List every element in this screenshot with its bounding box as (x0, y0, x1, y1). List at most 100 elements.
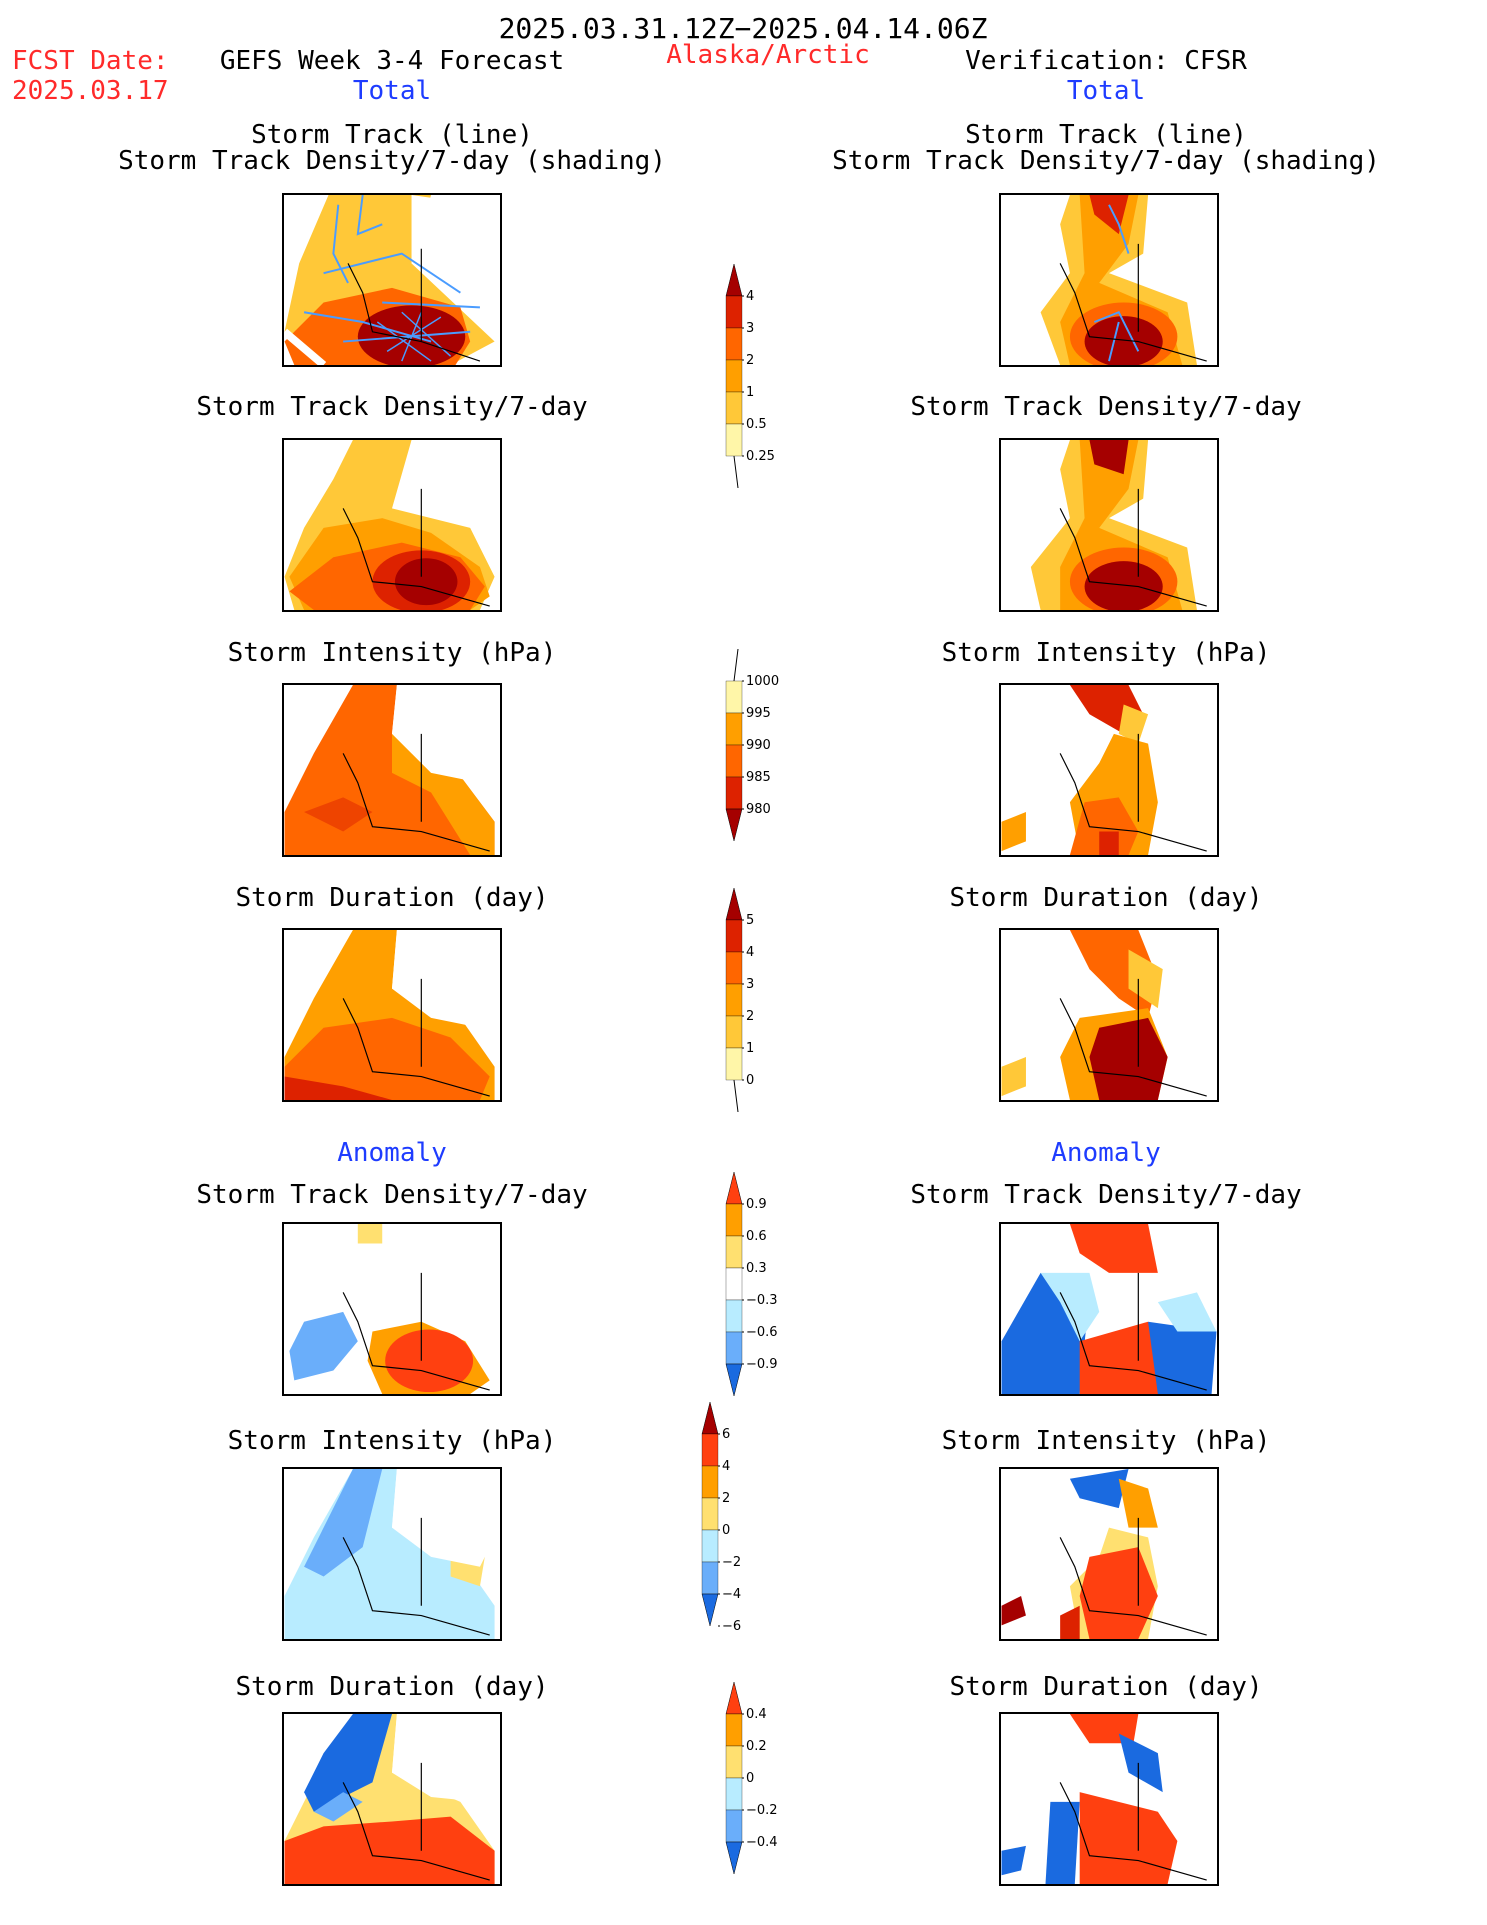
right-p2-title: Storm Track Density/7-day (910, 392, 1302, 422)
right-p1-title2: Storm Track Density/7-day (shading) (832, 146, 1380, 176)
anomaly-left-label: Anomaly (337, 1138, 447, 1168)
colorbar-tick-label: −0.6 (746, 1325, 778, 1340)
colorbar-tick-label: 4 (746, 289, 754, 304)
verification-title: Verification: CFSR (965, 46, 1247, 76)
colorbar-top-arrow (725, 1681, 743, 1715)
colorbar-duration: 5 4 3 2 1 0 (722, 886, 812, 1166)
map-right-duration-anom (999, 1712, 1219, 1886)
colorbar-intensity: 1000 995 990 985 980 (722, 643, 812, 883)
left-p7-title: Storm Duration (day) (235, 1672, 549, 1702)
fcst-date-value: 2025.03.17 (12, 76, 169, 106)
colorbar-tick-label: 980 (746, 802, 771, 817)
colorbar-top-arrow (725, 1171, 743, 1205)
colorbar-top-arrow (701, 1401, 719, 1435)
colorbar-swatch (725, 680, 743, 714)
colorbar-tick-label: 0.9 (746, 1197, 767, 1212)
left-p1-title2: Storm Track Density/7-day (shading) (118, 146, 666, 176)
model-title: GEFS Week 3-4 Forecast (219, 46, 565, 76)
colorbar-swatch (701, 1465, 719, 1499)
total-right-label: Total (1066, 76, 1146, 106)
colorbar-tick-label: −0.4 (746, 1835, 778, 1850)
right-p4-title: Storm Duration (day) (949, 883, 1263, 913)
colorbar-swatch (725, 983, 743, 1017)
colorbar-swatch (725, 295, 743, 329)
colorbar-tick-label: 0.6 (746, 1229, 767, 1244)
colorbar-tick-label: 1 (746, 385, 754, 400)
colorbar-bottom-arrow (725, 1363, 743, 1397)
colorbar-tick-label: −0.9 (746, 1357, 778, 1372)
colorbar-density: 4 3 2 1 0.5 0.25 (722, 262, 812, 542)
colorbar-tick-label: 985 (746, 770, 771, 785)
right-p3-title: Storm Intensity (hPa) (941, 638, 1271, 668)
map-right-density (999, 438, 1219, 612)
left-p1-title1: Storm Track (line) (251, 120, 533, 150)
map-left-track-svg (284, 195, 500, 365)
colorbar-swatch (725, 919, 743, 953)
colorbar-swatch (725, 327, 743, 361)
colorbar-swatch (701, 1433, 719, 1467)
colorbar-tick-label: 3 (746, 321, 754, 336)
colorbar-density-svg: 4 3 2 1 0.5 0.25 (725, 263, 775, 489)
colorbar-tick-label: 0 (746, 1073, 754, 1088)
colorbar-tick-label: 0 (722, 1523, 730, 1538)
colorbar-tick-label: −6 (722, 1619, 741, 1634)
right-p1-title1: Storm Track (line) (965, 120, 1247, 150)
colorbar-tick-label: 2 (746, 1009, 754, 1024)
colorbar-tick-label: −0.2 (746, 1803, 778, 1818)
colorbar-swatch (725, 951, 743, 985)
colorbar-bottom-arrow (725, 1841, 743, 1875)
colorbar-top-arrow (725, 263, 743, 297)
map-right-intensity-anom (999, 1467, 1219, 1641)
colorbar-bottom-arrow (725, 808, 743, 842)
colorbar-swatch (725, 1809, 743, 1843)
left-p5-title: Storm Track Density/7-day (196, 1180, 588, 1210)
colorbar-tick-label: 0.3 (746, 1261, 767, 1276)
left-p4-title: Storm Duration (day) (235, 883, 549, 913)
colorbar-top-tail (733, 648, 739, 682)
map-left-duration-anom (282, 1712, 502, 1886)
right-p6-title: Storm Intensity (hPa) (941, 1426, 1271, 1456)
colorbar-intensity-anom: 6 4 2 0 −2 −4 −6 (698, 1400, 788, 1710)
colorbar-swatch (725, 359, 743, 393)
colorbar-swatch (701, 1529, 719, 1563)
left-p3-title: Storm Intensity (hPa) (227, 638, 557, 668)
colorbar-swatch (725, 1203, 743, 1237)
colorbar-tick-label: 3 (746, 977, 754, 992)
colorbar-tick-label: 5 (746, 913, 754, 928)
colorbar-tick-label: 2 (746, 353, 754, 368)
colorbar-tick-label: 990 (746, 738, 771, 753)
right-p7-title: Storm Duration (day) (949, 1672, 1263, 1702)
colorbar-tick-label: 0 (746, 1771, 754, 1786)
map-right-density-anom (999, 1222, 1219, 1396)
colorbar-tick-label: 0.2 (746, 1739, 767, 1754)
colorbar-swatch (701, 1561, 719, 1595)
left-p2-title: Storm Track Density/7-day (196, 392, 588, 422)
map-left-intensity-anom (282, 1467, 502, 1641)
map-left-density-anom (282, 1222, 502, 1396)
colorbar-density-anom: 0.9 0.6 0.3 −0.3 −0.6 −0.9 (722, 1170, 812, 1450)
colorbar-swatch (725, 423, 743, 457)
colorbar-duration-anom: 0.4 0.2 0 −0.2 −0.4 (722, 1680, 812, 1920)
period-title: 2025.03.31.12Z−2025.04.14.06Z (498, 12, 988, 45)
colorbar-tick-label: 0.25 (746, 449, 775, 464)
colorbar-bottom-tail (733, 1079, 739, 1113)
colorbar-tick-label: −4 (722, 1587, 741, 1602)
colorbar-swatch (725, 391, 743, 425)
colorbar-tick-label: −0.3 (746, 1293, 778, 1308)
left-p6-title: Storm Intensity (hPa) (227, 1426, 557, 1456)
colorbar-tick-label: 4 (722, 1459, 730, 1474)
map-left-density (282, 438, 502, 612)
colorbar-top-arrow (725, 887, 743, 921)
colorbar-swatch (725, 1299, 743, 1333)
map-right-intensity (999, 683, 1219, 857)
map-right-duration (999, 928, 1219, 1102)
colorbar-tick-label: −2 (722, 1555, 741, 1570)
colorbar-tick-label: 2 (722, 1491, 730, 1506)
colorbar-bottom-tail (733, 455, 739, 489)
colorbar-tick-label: 1000 (746, 674, 779, 689)
colorbar-swatch (725, 1267, 743, 1301)
colorbar-swatch (725, 1015, 743, 1049)
colorbar-tick-label: 0.5 (746, 417, 767, 432)
anomaly-right-label: Anomaly (1051, 1138, 1161, 1168)
right-p5-title: Storm Track Density/7-day (910, 1180, 1302, 1210)
